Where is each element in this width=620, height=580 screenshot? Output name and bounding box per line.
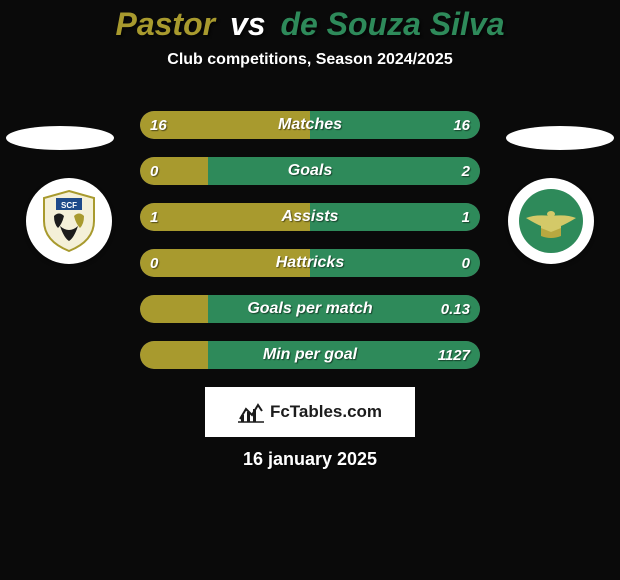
shield-scf-icon: SCF [34,186,104,256]
right-ellipse-decoration [506,126,614,150]
stat-value-left: 0 [150,163,158,180]
player2-name: de Souza Silva [280,6,504,42]
stat-value-right: 1 [462,209,470,226]
infographic-container: Pastor vs de Souza Silva Club competitio… [0,0,620,580]
bird-emblem-icon [516,186,586,256]
date-label: 16 january 2025 [0,449,620,470]
stat-row: 16 Matches 16 [140,111,480,139]
stat-row: Min per goal 1127 [140,341,480,369]
stat-row: Goals per match 0.13 [140,295,480,323]
stat-value-right: 16 [453,117,470,134]
chart-icon [238,401,264,423]
left-team-badge: SCF [26,178,112,264]
player1-name: Pastor [115,6,215,42]
stat-row: 0 Hattricks 0 [140,249,480,277]
stat-bars: 16 Matches 16 0 Goals 2 1 Assists 1 0 Hattricks 0 Go… [140,111,480,369]
brand-box: FcTables.com [205,387,415,437]
subtitle: Club competitions, Season 2024/2025 [0,51,620,69]
stat-value-left: 16 [150,117,167,134]
comparison-title: Pastor vs de Souza Silva [0,6,620,43]
left-ellipse-decoration [6,126,114,150]
stat-value-left: 0 [150,255,158,272]
stat-value-right: 0.13 [441,301,470,318]
stat-label: Matches [278,116,342,134]
bar-fill-left [140,295,208,323]
stat-value-right: 2 [462,163,470,180]
svg-text:SCF: SCF [61,201,77,210]
stat-value-left: 1 [150,209,158,226]
stat-label: Goals [288,162,332,180]
stat-label: Assists [282,208,339,226]
stat-row: 1 Assists 1 [140,203,480,231]
stat-label: Min per goal [263,346,357,364]
bar-fill-right [208,157,480,185]
stat-row: 0 Goals 2 [140,157,480,185]
right-team-badge [508,178,594,264]
vs-label: vs [230,6,266,42]
stat-value-right: 1127 [438,347,470,364]
bar-fill-left [140,341,208,369]
stat-label: Goals per match [247,300,372,318]
stat-label: Hattricks [276,254,344,272]
brand-label: FcTables.com [270,402,382,422]
stat-value-right: 0 [462,255,470,272]
